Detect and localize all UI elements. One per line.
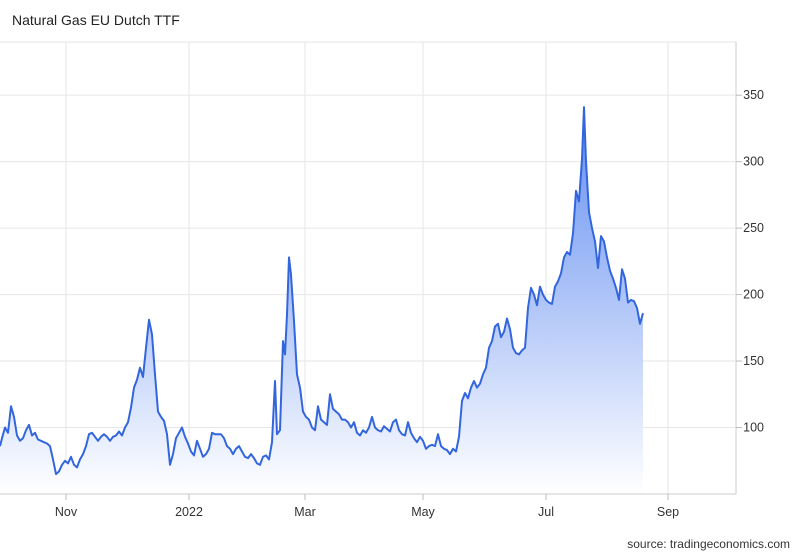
y-tick-label: 100 [743,421,764,435]
x-tick-label: Mar [294,505,316,519]
source-label: source: tradingeconomics.com [627,537,790,551]
area-layer [0,106,644,494]
chart-title: Natural Gas EU Dutch TTF [12,12,180,28]
series-line [0,106,644,476]
x-tick-label: May [411,505,435,519]
y-tick-label: 350 [743,88,764,102]
y-tick-label: 150 [743,354,764,368]
y-tick-label: 200 [743,288,764,302]
x-tick-label: Jul [538,505,554,519]
x-tick-label: Nov [55,505,78,519]
x-tick-label: 2022 [175,505,203,519]
series-area [0,107,643,494]
y-tick-label: 250 [743,221,764,235]
x-tick-label: Sep [657,505,679,519]
y-tick-label: 300 [743,155,764,169]
axis-layer: 100 150 200 250 300 350 Nov 2022 Mar May Jul Sep [0,88,764,519]
